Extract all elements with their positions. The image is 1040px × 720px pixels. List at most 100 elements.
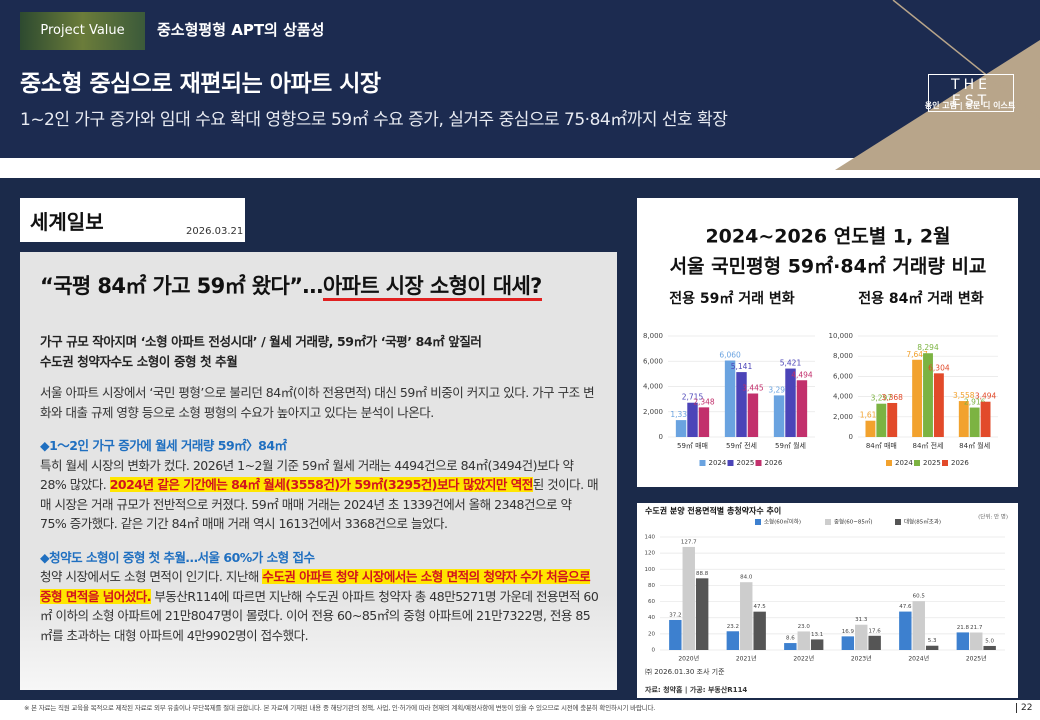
article-paragraph: 서울 아파트 시장에서 ‘국민 평형’으로 불리던 84㎡(이하 전용면적) 대… [40, 383, 600, 422]
text-run: 된 것이다. 매매 시장은 거래 규모가 전반적으로 커졌다. 59㎡ 매매 거… [40, 477, 599, 531]
bar [855, 624, 868, 650]
deck-line: 수도권 청약자수도 소형이 중형 첫 추월 [40, 354, 238, 369]
deck-line: 가구 규모 작아지며 ‘소형 아파트 전성시대’ / 월세 거래량, 59㎡가 … [40, 334, 482, 349]
legend-label: 2024 [895, 459, 913, 467]
text-run: ◆청약도 소형이 중형 첫 추월…서울 60%가 소형 접수 [40, 549, 315, 565]
value-label: 3,558 [953, 391, 975, 400]
bar [695, 578, 709, 650]
panel-title: 2024~2026 연도별 1, 2월 [705, 226, 950, 248]
x-tick-label: 2024년 [908, 655, 929, 663]
y-tick-label: 40 [648, 615, 655, 621]
value-label: 47.5 [754, 604, 767, 610]
bar [912, 359, 923, 437]
value-label: 13.1 [811, 632, 823, 638]
value-label: 4,494 [791, 370, 813, 379]
bar [736, 372, 747, 437]
bar [726, 631, 740, 650]
page-subtitle: 1~2인 가구 증가와 임대 수요 확대 영향으로 59㎡ 수요 증가, 실거주… [20, 110, 728, 130]
bar [773, 395, 785, 437]
y-tick-label: 120 [645, 551, 656, 557]
y-tick-label: 60 [648, 599, 655, 605]
bar [912, 601, 925, 650]
headline-part: 아파트 시장 소형이 대세? [322, 274, 542, 301]
page-title: 중소형 중심으로 재편되는 아파트 시장 [20, 71, 381, 97]
y-tick-label: 0 [659, 433, 663, 441]
bar [970, 632, 983, 650]
chart-note: 자료: 청약홈 | 가공: 부동산R114 [645, 685, 747, 695]
value-label: 2,348 [693, 397, 715, 406]
chart-panel [637, 198, 1018, 487]
value-label: 8.6 [786, 636, 795, 642]
bar [753, 611, 766, 650]
y-tick-label: 140 [645, 535, 656, 541]
x-tick-label: 84㎡ 매매 [866, 442, 897, 450]
y-tick-label: 2,000 [833, 413, 853, 421]
value-label: 3,494 [975, 392, 997, 401]
legend-swatch [942, 460, 948, 466]
header [0, 0, 1040, 158]
chart-title: 수도권 분양 전용면적별 총청약자수 추이 [645, 506, 781, 516]
news-source: 세계일보 [30, 210, 104, 234]
value-label: 5,421 [780, 359, 802, 368]
chart-note: ㈜ 2026.01.30 조사 기준 [645, 667, 725, 676]
text-run: 청약 시장에서도 소형 면적이 인기다. 지난해 [40, 569, 263, 584]
legend-label: 중형(60~85㎡) [834, 518, 873, 526]
y-tick-label: 8,000 [643, 332, 663, 340]
decor-line [892, 0, 1040, 119]
bar [784, 643, 797, 650]
value-label: 3,368 [881, 393, 903, 402]
value-label: 16.9 [842, 629, 855, 635]
bar [698, 407, 710, 437]
legend-swatch [825, 519, 831, 525]
value-label: 21.8 [957, 625, 970, 631]
disclaimer: ※ 본 자료는 직원 교육을 목적으로 제작된 자료로 외부 유출이나 무단복제… [24, 704, 656, 712]
legend-swatch [914, 460, 920, 466]
bar [865, 420, 876, 437]
y-tick-label: 2,000 [643, 408, 663, 416]
y-tick-label: 8,000 [833, 352, 853, 360]
value-label: 23.0 [798, 624, 811, 630]
text-run: ◆1～2인 가구 증가에 월세 거래량 59㎡〉84㎡ [40, 438, 287, 453]
legend-label: 2025 [737, 459, 755, 467]
x-tick-label: 2023년 [851, 655, 872, 663]
legend-label: 대형(85㎡초과) [904, 518, 941, 526]
legend-label: 소형(60㎡이하) [764, 518, 801, 526]
value-label: 17.6 [869, 628, 882, 634]
x-tick-label: 59㎡ 매매 [677, 442, 708, 450]
legend-swatch [727, 460, 734, 466]
bar [958, 401, 969, 437]
bar [675, 420, 687, 437]
value-label: 8,294 [917, 343, 939, 352]
legend-label: 2026 [951, 459, 969, 467]
value-label: 5,141 [731, 362, 753, 371]
text-run: 특히 월세 시장의 변화가 컸다. 2026년 1~2월 기준 59㎡ 월세 거… [40, 457, 574, 493]
bar [797, 631, 810, 650]
article-paragraph: 청약 시장에서도 소형 면적이 인기다. 지난해 수도권 아파트 청약 시장에서… [40, 567, 600, 645]
x-tick-label: 2022년 [793, 655, 814, 663]
y-tick-label: 0 [652, 648, 656, 654]
section-title: 중소형평형 APT의 상품성 [157, 21, 325, 39]
bar [925, 645, 939, 650]
bar [899, 611, 912, 650]
y-tick-label: 20 [648, 631, 655, 637]
source-box [20, 198, 245, 242]
tag-image [20, 12, 145, 50]
x-tick-label: 84㎡ 전세 [912, 441, 943, 450]
bar [796, 380, 808, 437]
bar [956, 632, 970, 650]
bar [887, 402, 898, 437]
y-tick-label: 4,000 [833, 393, 853, 401]
x-tick-label: 59㎡ 월세 [775, 441, 806, 450]
value-label: 2,916 [964, 398, 986, 407]
logo: THE EST [928, 74, 1014, 112]
value-label: 3,297 [871, 394, 893, 403]
legend-swatch [755, 460, 762, 466]
article-body: 서울 아파트 시장에서 ‘국민 평형’으로 불리던 84㎡(이하 전용면적) 대… [40, 383, 600, 659]
panel-title: 서울 국민평형 59㎡·84㎡ 거래량 비교 [670, 255, 987, 278]
value-label: 127.7 [681, 539, 697, 545]
legend-swatch [895, 519, 901, 525]
value-label: 7,647 [906, 350, 928, 359]
value-label: 84.0 [740, 575, 753, 581]
